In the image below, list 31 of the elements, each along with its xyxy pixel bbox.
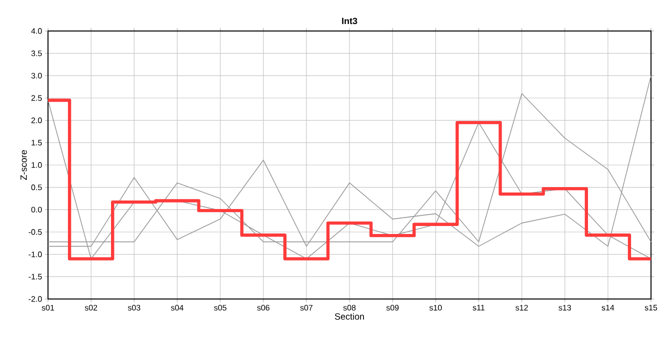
x-tick-label: s15 — [644, 304, 658, 310]
x-tick-label: s05 — [214, 304, 226, 311]
x-tick-label: s09 — [386, 304, 399, 311]
x-tick-label: s10 — [429, 304, 442, 311]
x-tick-label: s14 — [602, 304, 614, 310]
y-axis-title: Z-score — [20, 150, 27, 180]
y-tick-label: -2.0 — [28, 296, 42, 302]
y-tick-label: 1.5 — [32, 140, 42, 146]
y-tick-label: 3.0 — [31, 72, 42, 78]
y-tick-label: 4.0 — [31, 28, 42, 34]
x-tick-label: s02 — [84, 304, 98, 311]
x-tick-label: s07 — [300, 304, 312, 311]
y-tick-label: 2.0 — [31, 117, 42, 124]
x-tick-label: s13 — [558, 304, 571, 311]
y-tick-label: -0.5 — [28, 229, 42, 235]
x-tick-label: s03 — [128, 304, 140, 311]
y-tick-label: 1.0 — [32, 162, 42, 168]
y-tick-label: 2.5 — [31, 95, 42, 101]
x-tick-label: s12 — [516, 304, 528, 311]
x-tick-label: s04 — [170, 304, 184, 311]
x-tick-label: s06 — [257, 304, 270, 311]
y-tick-label: 3.5 — [31, 50, 42, 56]
chart-title: Int3 — [342, 18, 358, 24]
y-tick-label: 0.5 — [31, 184, 42, 190]
y-tick-label: -1.5 — [28, 274, 42, 280]
y-tick-label: 0.0 — [31, 206, 42, 212]
x-tick-label: s08 — [343, 304, 356, 311]
x-tick-label: s01 — [42, 304, 54, 311]
x-tick-label: s11 — [472, 304, 484, 310]
y-tick-label: -1.0 — [28, 251, 42, 258]
x-axis-title: Section — [334, 313, 364, 320]
